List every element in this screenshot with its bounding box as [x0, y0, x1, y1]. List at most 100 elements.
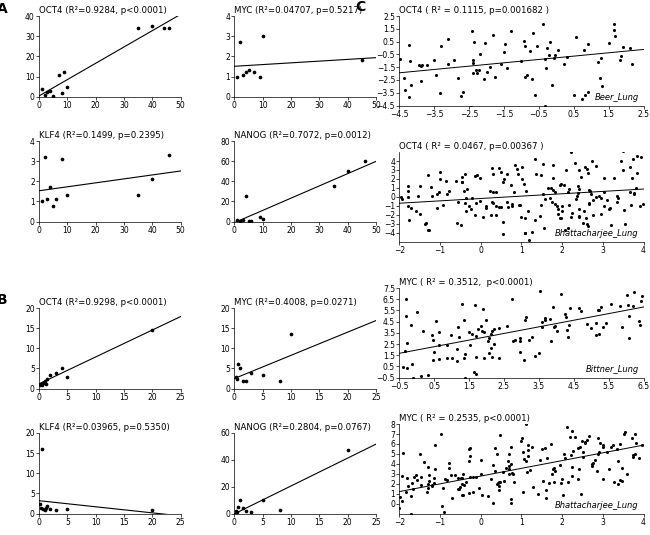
- Point: [578, 453, 589, 461]
- Point: [45, 183, 55, 192]
- Point: [402, 363, 412, 372]
- Point: [460, 349, 470, 358]
- Point: [594, 330, 604, 338]
- Point: [556, 479, 566, 487]
- Point: [623, 301, 633, 309]
- Point: [588, 145, 598, 154]
- Point: [472, 171, 482, 180]
- Point: [36, 380, 47, 389]
- Point: [609, 26, 619, 34]
- Point: [524, 336, 534, 345]
- Point: [499, 174, 509, 183]
- Point: [476, 456, 486, 464]
- Point: [540, 195, 551, 203]
- Point: [612, 445, 623, 453]
- Point: [434, 175, 445, 184]
- Point: [506, 181, 517, 190]
- Point: [246, 507, 257, 516]
- Point: [500, 40, 510, 49]
- Point: [520, 316, 530, 325]
- Point: [510, 335, 520, 344]
- Point: [506, 494, 516, 503]
- Point: [588, 210, 598, 219]
- Point: [460, 198, 470, 207]
- Point: [45, 86, 55, 95]
- Point: [467, 330, 477, 338]
- Point: [562, 52, 572, 61]
- Point: [499, 48, 510, 56]
- Point: [632, 169, 642, 177]
- Point: [416, 77, 426, 85]
- Point: [619, 410, 629, 418]
- Point: [562, 188, 573, 196]
- Point: [591, 319, 601, 327]
- Point: [519, 72, 530, 81]
- Point: [460, 374, 471, 383]
- Point: [614, 55, 625, 64]
- Point: [164, 151, 174, 159]
- Point: [62, 82, 73, 91]
- Point: [402, 473, 412, 482]
- Point: [395, 516, 406, 524]
- Point: [494, 478, 504, 486]
- Point: [424, 225, 434, 234]
- Point: [249, 68, 259, 77]
- Point: [584, 200, 595, 209]
- Point: [400, 295, 411, 303]
- Point: [516, 57, 526, 66]
- Point: [492, 480, 502, 488]
- Point: [411, 470, 421, 479]
- Point: [615, 440, 625, 448]
- Point: [485, 187, 495, 196]
- Point: [585, 146, 595, 154]
- Point: [573, 181, 583, 190]
- Point: [51, 368, 61, 377]
- Point: [133, 191, 144, 200]
- Point: [57, 155, 67, 164]
- Point: [471, 199, 481, 208]
- Point: [469, 368, 480, 376]
- Point: [40, 505, 50, 514]
- Point: [257, 370, 268, 379]
- Point: [547, 80, 558, 89]
- Point: [603, 448, 613, 456]
- Point: [564, 320, 574, 329]
- Point: [395, 55, 406, 63]
- Point: [274, 376, 285, 385]
- Point: [549, 464, 559, 472]
- Point: [429, 473, 439, 482]
- Point: [434, 355, 444, 364]
- Point: [613, 456, 623, 465]
- Point: [580, 112, 591, 120]
- Point: [519, 455, 529, 464]
- Point: [472, 68, 482, 77]
- Point: [493, 486, 504, 494]
- Point: [465, 473, 476, 482]
- Point: [396, 193, 406, 202]
- Point: [504, 462, 514, 471]
- Point: [507, 469, 517, 477]
- Point: [610, 32, 620, 40]
- Point: [620, 410, 630, 418]
- Point: [632, 151, 642, 160]
- Point: [534, 349, 545, 357]
- Point: [578, 447, 588, 456]
- Point: [504, 464, 514, 473]
- Point: [465, 452, 475, 460]
- Point: [580, 162, 590, 171]
- Point: [612, 192, 622, 201]
- Point: [429, 347, 439, 356]
- Point: [594, 0, 604, 4]
- Point: [456, 220, 467, 229]
- Point: [550, 200, 560, 208]
- Point: [36, 445, 47, 453]
- Point: [585, 186, 595, 195]
- Point: [476, 470, 486, 479]
- Point: [401, 487, 411, 496]
- Point: [489, 340, 499, 349]
- Point: [406, 321, 416, 330]
- Point: [586, 189, 597, 198]
- Point: [403, 187, 413, 196]
- Point: [477, 326, 488, 335]
- Point: [59, 68, 70, 77]
